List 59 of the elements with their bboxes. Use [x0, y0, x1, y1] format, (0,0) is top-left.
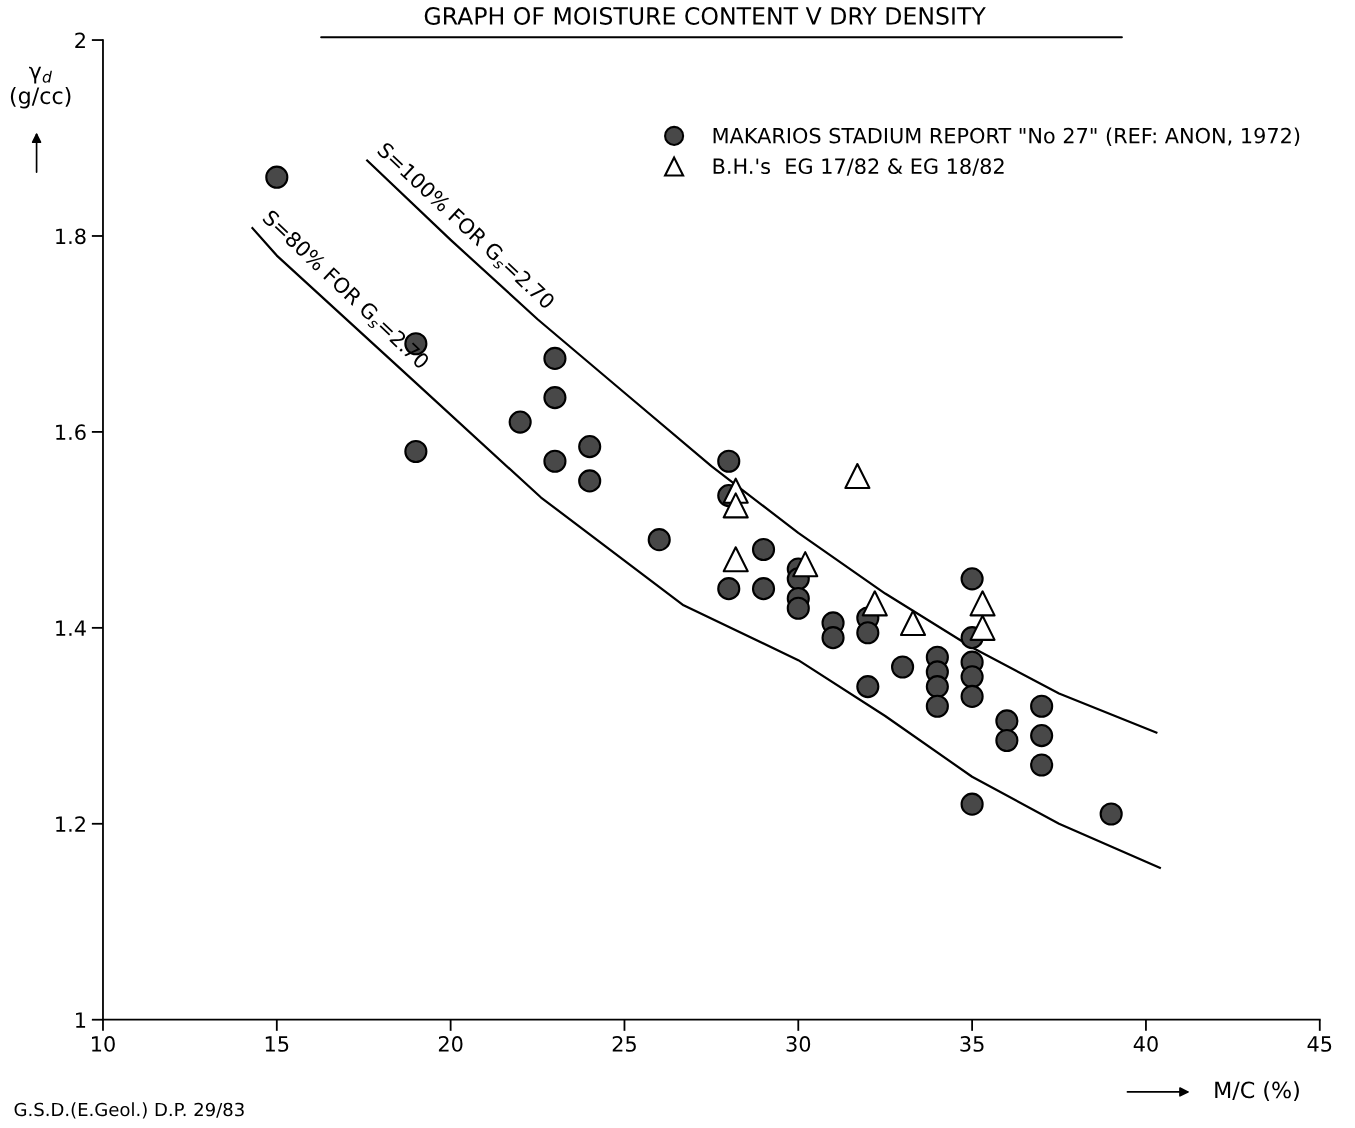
- point: [508, 410, 532, 434]
- point: [722, 492, 749, 519]
- y-tick-label: 1.6: [56, 424, 86, 441]
- x-tick-label: 45: [1307, 1036, 1332, 1052]
- point: [717, 577, 741, 601]
- x-tick-label: 10: [92, 1036, 115, 1052]
- point: [578, 435, 602, 459]
- point: [1099, 802, 1123, 826]
- point: [969, 614, 996, 641]
- point: [960, 792, 984, 816]
- x-tick-label: 20: [438, 1036, 463, 1052]
- point: [856, 675, 880, 699]
- y-tick-label: 1.8: [56, 228, 86, 245]
- point: [543, 346, 567, 371]
- point: [821, 626, 845, 650]
- legend-label: MAKARIOS STADIUM REPORT "No 27" (REF: ANON, 1972): [713, 127, 1300, 146]
- y-tick-label: 2: [75, 32, 85, 48]
- point: [786, 596, 810, 620]
- point: [1030, 724, 1054, 748]
- y-tick-label: 1.2: [56, 816, 85, 832]
- point: [1030, 694, 1054, 718]
- x-tick-label: 15: [265, 1036, 289, 1052]
- point: [960, 665, 984, 689]
- point: [751, 537, 776, 562]
- y-axis-title: γ$_{d}$ (g/cc): [10, 66, 71, 109]
- legend-label: B.H.'s EG 17/82 & EG 18/82: [713, 158, 1004, 176]
- x-axis-title: M/C (%): [1215, 1081, 1299, 1101]
- point: [265, 165, 289, 189]
- point: [1030, 753, 1054, 777]
- point: [404, 439, 428, 464]
- point: [925, 675, 949, 699]
- point: [995, 728, 1019, 753]
- x-tick-label: 35: [960, 1036, 984, 1052]
- point: [960, 567, 984, 591]
- point: [856, 621, 880, 645]
- point: [647, 528, 671, 552]
- point: [995, 709, 1019, 733]
- point: [899, 609, 927, 637]
- x-tick-label: 40: [1133, 1036, 1158, 1052]
- point: [717, 449, 741, 473]
- x-tick-label: 25: [612, 1036, 636, 1052]
- point: [543, 449, 567, 473]
- text: G.S.D.(E.Geol.) D.P. 29/83: [14, 1102, 244, 1119]
- point: [543, 386, 567, 410]
- point: [578, 469, 602, 493]
- y-tick-label: 1: [76, 1012, 86, 1028]
- point: [925, 694, 949, 718]
- text: S=80% FOR G$_{s}$=2.70: [259, 209, 431, 373]
- point: [722, 546, 749, 573]
- x-tick-label: 30: [786, 1036, 811, 1052]
- point: [891, 655, 915, 679]
- point: [751, 577, 776, 601]
- chart-title: GRAPH OF MOISTURE CONTENT V DRY DENSITY: [424, 7, 986, 25]
- y-tick-label: 1.4: [56, 620, 86, 636]
- point: [969, 590, 996, 617]
- point: [861, 590, 888, 617]
- point: [844, 462, 871, 490]
- point: [792, 551, 819, 578]
- point: [960, 684, 984, 708]
